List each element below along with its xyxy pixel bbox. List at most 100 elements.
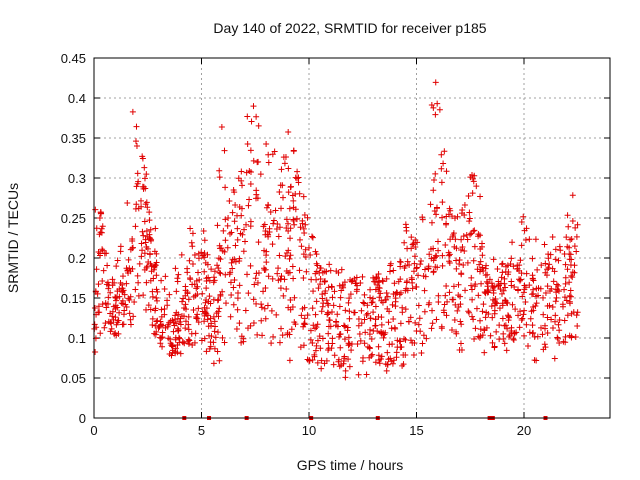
data-point: [552, 256, 559, 263]
data-point: [175, 271, 182, 278]
data-point: [240, 335, 247, 342]
data-point: [379, 277, 386, 284]
data-point: [483, 324, 490, 331]
y-axis-label: SRMTID / TECUs: [5, 183, 21, 293]
data-point: [325, 330, 332, 337]
data-point: [182, 301, 189, 308]
data-point: [383, 289, 390, 296]
data-point: [420, 332, 427, 339]
data-point: [500, 335, 507, 342]
data-point: [453, 245, 460, 252]
data-point: [296, 267, 303, 274]
data-point: [430, 104, 437, 111]
data-point: [570, 309, 577, 316]
data-point: [407, 314, 414, 321]
data-point: [138, 240, 145, 247]
data-point: [510, 335, 517, 342]
data-point: [546, 261, 553, 268]
data-point: [499, 315, 506, 322]
data-point: [177, 321, 184, 328]
data-point: [119, 281, 126, 288]
data-point: [167, 340, 174, 347]
data-point: [521, 307, 528, 314]
data-point: [346, 363, 353, 370]
data-point: [328, 309, 335, 316]
data-point: [490, 289, 497, 296]
data-point: [104, 262, 111, 269]
data-point: [486, 276, 493, 283]
data-point: [392, 325, 399, 332]
data-point: [526, 282, 533, 289]
data-point: [154, 317, 161, 324]
data-point: [361, 316, 368, 323]
data-point: [367, 315, 374, 322]
data-point: [317, 275, 324, 282]
data-point: [513, 329, 520, 336]
data-point: [533, 285, 540, 292]
data-point: [541, 241, 548, 248]
data-point: [409, 285, 416, 292]
data-point: [466, 209, 473, 216]
data-point: [548, 285, 555, 292]
data-point: [243, 221, 250, 228]
data-point: [253, 113, 260, 120]
data-point: [287, 183, 294, 190]
data-point: [292, 191, 299, 198]
data-point: [451, 316, 458, 323]
data-point: [269, 275, 276, 282]
data-point: [533, 300, 540, 307]
data-point: [195, 319, 202, 326]
data-point: [276, 224, 283, 231]
data-point: [328, 345, 335, 352]
data-point: [141, 218, 148, 225]
data-point: [286, 331, 293, 338]
data-point: [149, 315, 156, 322]
data-point: [286, 205, 293, 212]
data-point: [445, 211, 452, 218]
data-point: [342, 307, 349, 314]
data-point: [440, 160, 447, 167]
data-point: [361, 300, 368, 307]
data-point: [520, 289, 527, 296]
data-point: [142, 201, 149, 208]
data-point: [302, 246, 309, 253]
data-point: [415, 302, 422, 309]
data-point: [98, 210, 105, 217]
data-point: [341, 336, 348, 343]
data-point: [386, 341, 393, 348]
data-point: [233, 326, 240, 333]
data-point: [247, 147, 254, 154]
data-point: [280, 292, 287, 299]
data-point: [404, 245, 411, 252]
data-point: [518, 242, 525, 249]
y-tick-label: 0.1: [68, 331, 86, 346]
data-point: [153, 272, 160, 279]
data-point: [368, 336, 375, 343]
data-point: [267, 209, 274, 216]
data-point: [557, 247, 564, 254]
data-point: [174, 275, 181, 282]
data-point: [527, 315, 534, 322]
data-point: [567, 287, 574, 294]
data-point: [189, 243, 196, 250]
data-point: [115, 330, 122, 337]
data-point: [153, 259, 160, 266]
data-point: [417, 328, 424, 335]
data-point: [442, 242, 449, 249]
data-point: [153, 250, 160, 257]
data-point: [105, 294, 112, 301]
data-point: [201, 318, 208, 325]
data-point: [186, 257, 193, 264]
data-point: [314, 337, 321, 344]
data-point: [418, 257, 425, 264]
data-point: [408, 234, 415, 241]
y-tick-label: 0.25: [61, 211, 86, 226]
data-point: [230, 284, 237, 291]
data-point: [438, 151, 445, 158]
data-point: [491, 344, 498, 351]
grid: [94, 58, 610, 418]
data-point: [555, 321, 562, 328]
data-point: [96, 252, 103, 259]
data-point: [134, 272, 141, 279]
y-tick-label: 0.05: [61, 371, 86, 386]
